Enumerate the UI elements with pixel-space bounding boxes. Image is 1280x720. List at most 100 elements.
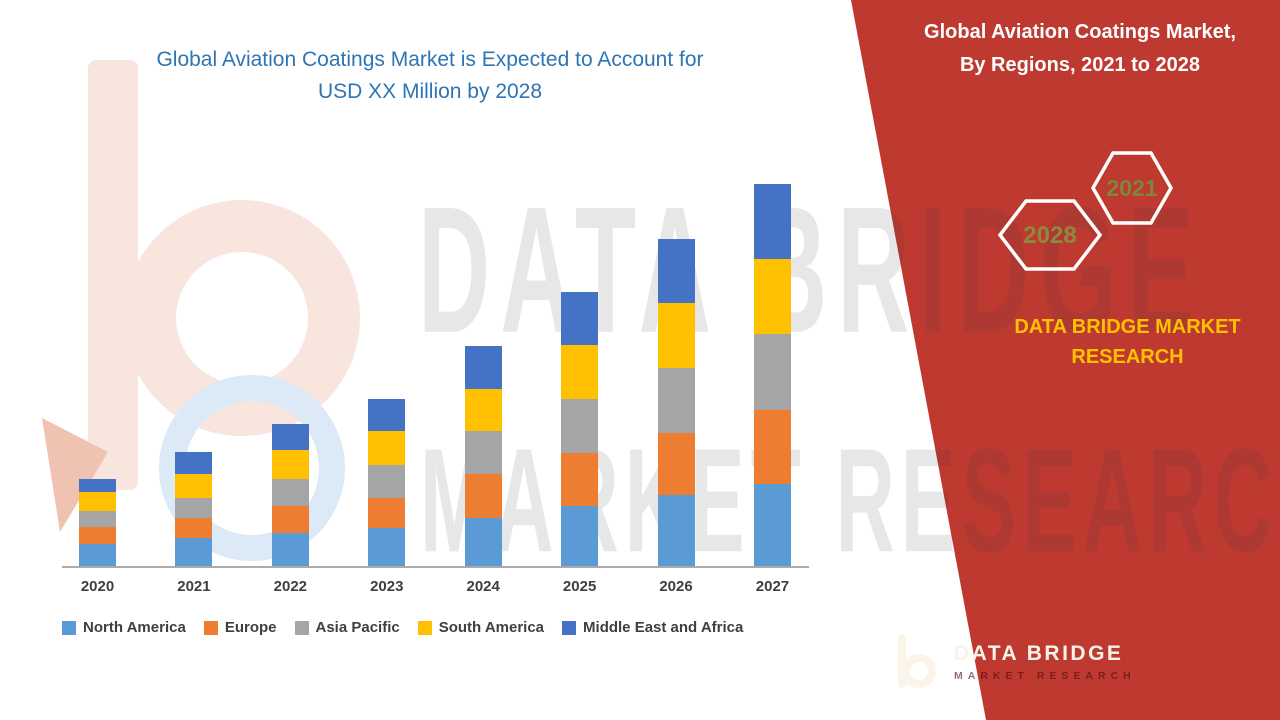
x-axis-label: 2023 <box>370 578 404 595</box>
legend-swatch <box>294 620 309 635</box>
bar-segment-middle-east-and-africa <box>368 399 406 431</box>
legend-item-middle-east-and-africa: Middle East and Africa <box>562 619 743 636</box>
bar-stack <box>368 399 406 566</box>
legend-swatch <box>562 620 577 635</box>
bar-segment-asia-pacific <box>464 431 502 474</box>
bar-segment-europe <box>368 498 406 528</box>
legend-label: Middle East and Africa <box>583 619 744 636</box>
bar-segment-south-america <box>271 450 309 479</box>
bar-segment-south-america <box>561 345 599 399</box>
bar-stack <box>657 239 695 566</box>
panel-title-line2: By Regions, 2021 to 2028 <box>959 54 1201 76</box>
bar-segment-south-america <box>79 492 116 511</box>
x-axis-label: 2026 <box>659 578 693 595</box>
brand-text-line1: DATA BRIDGE MARKET <box>1014 316 1241 338</box>
x-axis-label: 2025 <box>562 578 597 595</box>
bar-segment-europe <box>561 453 599 506</box>
bar-group-2023: 2023 <box>368 399 406 595</box>
bar-segment-europe <box>79 527 116 544</box>
hexagon-label: 2021 <box>1106 175 1157 201</box>
bar-segment-europe <box>464 474 502 518</box>
stacked-bar-chart: 2020 2021 2022 2023 2024 2025 2026 2027 <box>62 176 808 595</box>
x-axis-label: 2027 <box>755 578 790 595</box>
legend-swatch <box>203 620 218 635</box>
legend-item-north-america: North America <box>62 619 186 636</box>
bar-segment-north-america <box>79 544 116 566</box>
bar-segment-north-america <box>175 538 213 566</box>
bar-segment-middle-east-and-africa <box>79 479 116 492</box>
bar-segment-asia-pacific <box>368 465 406 498</box>
bar-group-2021: 2021 <box>175 452 213 595</box>
bar-segment-north-america <box>561 506 599 566</box>
bar-segment-south-america <box>753 259 791 334</box>
bar-segment-asia-pacific <box>561 399 599 453</box>
footer-logo-text: DATA BRIDGE <box>954 642 1124 665</box>
bar-segment-europe <box>271 506 309 533</box>
chart-legend: North America Europe Asia Pacific South Ame… <box>62 619 743 636</box>
bar-segment-north-america <box>753 484 791 566</box>
bar-segment-middle-east-and-africa <box>464 346 502 389</box>
bar-group-2020: 2020 <box>79 479 116 595</box>
legend-swatch <box>62 620 76 635</box>
bar-group-2026: 2026 <box>657 239 695 595</box>
bar-stack <box>175 452 213 566</box>
bar-segment-north-america <box>464 518 502 566</box>
bar-segment-middle-east-and-africa <box>753 184 791 259</box>
bar-group-2027: 2027 <box>753 184 791 595</box>
bar-segment-north-america <box>368 528 406 566</box>
bar-group-2025: 2025 <box>561 292 599 595</box>
bar-group-2024: 2024 <box>464 346 502 595</box>
bar-stack <box>753 184 791 566</box>
bar-segment-middle-east-and-africa <box>271 424 309 450</box>
bar-stack <box>79 479 116 566</box>
x-axis-line <box>62 566 809 568</box>
hexagon-badge-2028: 2028 <box>997 199 1103 271</box>
bar-segment-north-america <box>657 495 695 566</box>
bar-segment-north-america <box>271 533 309 566</box>
legend-label: North America <box>83 619 186 636</box>
bar-stack <box>271 424 309 566</box>
bar-segment-middle-east-and-africa <box>657 239 695 303</box>
bar-segment-middle-east-and-africa <box>561 292 599 345</box>
x-axis-label: 2024 <box>466 578 500 595</box>
panel-title-line1: Global Aviation Coatings Market, <box>924 21 1236 43</box>
bar-stack <box>464 346 502 566</box>
x-axis-label: 2021 <box>177 578 211 595</box>
brand-text: DATA BRIDGE MARKET RESEARCH <box>985 312 1270 372</box>
background-logo-watermark-icon <box>42 60 360 561</box>
legend-label: Asia Pacific <box>315 619 400 636</box>
footer-logo-subtext: MARKET RESEARCH <box>954 670 1136 682</box>
bar-segment-europe <box>175 518 213 538</box>
legend-item-asia-pacific: Asia Pacific <box>294 619 400 636</box>
brand-text-line2: RESEARCH <box>1071 346 1184 368</box>
bar-segment-south-america <box>368 431 406 465</box>
x-axis-label: 2020 <box>80 578 115 595</box>
legend-item-south-america: South America <box>417 619 545 636</box>
legend-label: Europe <box>224 619 277 636</box>
bar-segment-south-america <box>657 303 695 368</box>
bar-group-2022: 2022 <box>271 424 309 595</box>
bar-segment-asia-pacific <box>753 334 791 410</box>
bar-segment-europe <box>657 433 695 495</box>
footer-logo: DATA BRIDGE MARKET RESEARCH <box>886 630 1136 694</box>
chart-title-line1: Global Aviation Coatings Market is Expec… <box>156 48 704 71</box>
data-bridge-logo-icon <box>898 634 936 688</box>
bar-segment-asia-pacific <box>79 511 116 527</box>
x-axis-label: 2022 <box>273 578 308 595</box>
hexagon-badge-2021: 2021 <box>1090 151 1174 225</box>
bar-segment-europe <box>753 410 791 484</box>
bar-segment-middle-east-and-africa <box>175 452 213 474</box>
bar-segment-asia-pacific <box>175 498 213 518</box>
legend-swatch <box>417 620 432 635</box>
legend-label: South America <box>438 619 545 636</box>
footer-logo-text-block: DATA BRIDGE MARKET RESEARCH <box>954 642 1136 682</box>
legend-item-europe: Europe <box>203 619 277 636</box>
bar-segment-asia-pacific <box>657 368 695 433</box>
bar-segment-south-america <box>175 474 213 498</box>
bar-segment-south-america <box>464 389 502 431</box>
panel-title: Global Aviation Coatings Market, By Regi… <box>895 16 1265 82</box>
bar-stack <box>561 292 599 566</box>
bar-segment-asia-pacific <box>271 479 309 506</box>
hexagon-label: 2028 <box>1023 222 1076 249</box>
